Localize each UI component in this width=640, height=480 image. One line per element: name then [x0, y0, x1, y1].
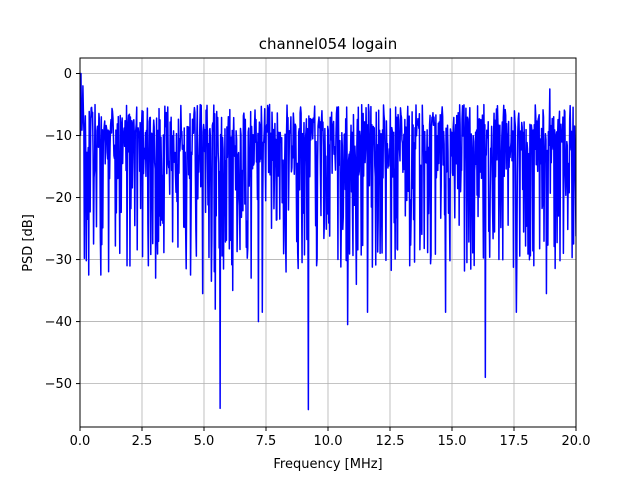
- series-layer: [80, 72, 576, 411]
- x-tick-label: 0.0: [70, 434, 91, 449]
- y-tick-label: −20: [45, 191, 72, 206]
- y-tick-label: −10: [45, 129, 72, 144]
- x-tick-label: 20.0: [562, 434, 591, 449]
- x-tick-label: 5.0: [194, 434, 215, 449]
- x-tick-label: 7.5: [256, 434, 277, 449]
- y-tick-label: −50: [45, 377, 72, 392]
- y-tick-label: −30: [45, 253, 72, 268]
- x-tick-label: 17.5: [500, 434, 529, 449]
- psd-series-line: [80, 72, 576, 411]
- x-tick-label: 12.5: [376, 434, 405, 449]
- y-tick-label: 0: [64, 67, 72, 82]
- x-tick-label: 15.0: [438, 434, 467, 449]
- x-axis: 0.0 2.5 5.0 7.5 10.0 12.5 15.0 17.5 20.0: [70, 427, 591, 449]
- x-axis-label: Frequency [MHz]: [273, 457, 382, 472]
- y-axis-label: PSD [dB]: [21, 214, 36, 272]
- y-axis: 0 −10 −20 −30 −40 −50: [45, 67, 80, 392]
- y-tick-label: −40: [45, 315, 72, 330]
- x-tick-label: 10.0: [314, 434, 343, 449]
- x-tick-label: 2.5: [132, 434, 153, 449]
- chart-title: channel054 logain: [259, 35, 398, 53]
